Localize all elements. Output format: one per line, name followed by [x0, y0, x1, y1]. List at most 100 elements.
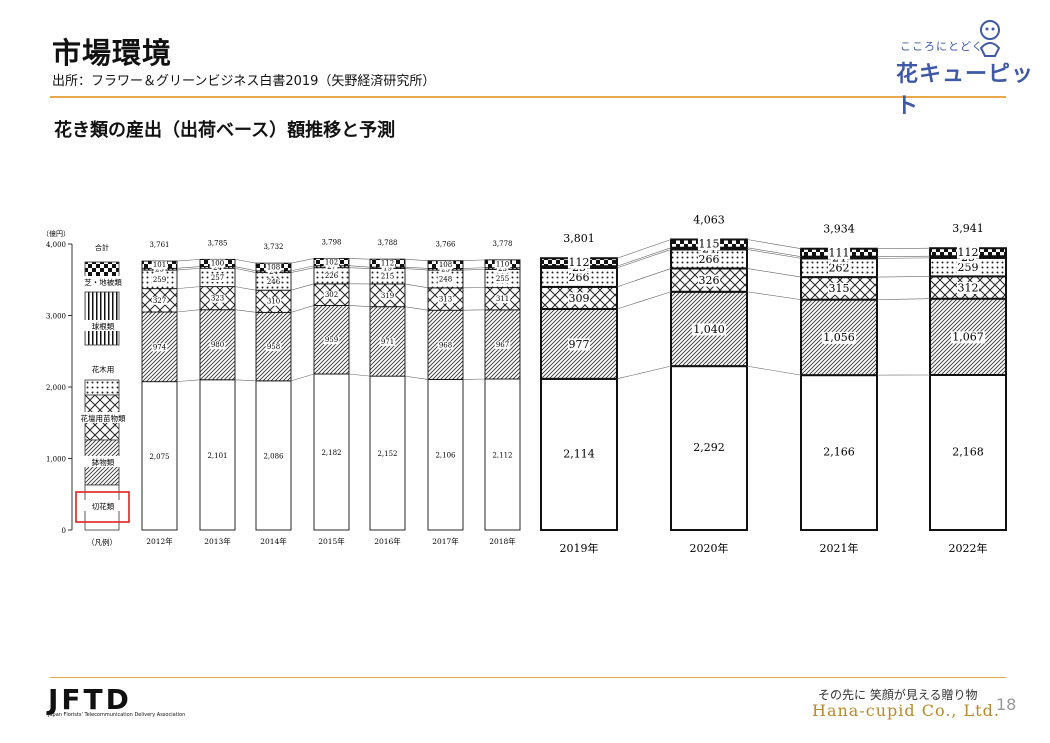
bar-value-label: 100 — [211, 259, 224, 267]
connector-line — [234, 379, 257, 382]
label-bg — [209, 273, 226, 282]
connector-line — [746, 249, 802, 259]
connector-line — [348, 373, 371, 377]
y-tick-label: 2,000 — [46, 384, 66, 392]
label-bg — [323, 272, 340, 281]
bar-value-label: 310 — [267, 298, 280, 306]
bar-total-label: 3,788 — [377, 239, 397, 247]
connector-line — [348, 258, 371, 260]
y-axis-unit: （億円） — [42, 229, 70, 238]
mascot-icon — [979, 20, 1001, 57]
label-bg — [265, 343, 282, 352]
bar-value-label: 958 — [267, 343, 280, 351]
bar-value-label: 959 — [325, 336, 338, 344]
label-bg — [956, 282, 980, 295]
label-bg — [956, 261, 980, 274]
y-tick-label: 1,000 — [46, 456, 66, 464]
label-bg — [494, 295, 511, 304]
connector-line — [176, 309, 201, 313]
connector-line — [176, 286, 201, 289]
bar-segment — [670, 365, 748, 532]
connector-line — [404, 283, 429, 289]
bar-value-label: 309 — [569, 292, 590, 305]
connector-line — [234, 267, 257, 273]
label-bg — [437, 275, 454, 284]
legend-label-bg — [83, 363, 123, 374]
x-category-label: 2020年 — [690, 541, 729, 555]
footer-rule — [50, 677, 1006, 678]
legend-swatch — [84, 261, 120, 279]
x-category-label: 2022年 — [949, 541, 988, 555]
legend-label: 球根類 — [92, 321, 115, 331]
brand-logo: 花キューピット — [896, 62, 1035, 119]
legend-label: 花壇用苗物類 — [81, 413, 126, 423]
bar-value-label: 115 — [699, 237, 720, 250]
legend-swatch — [84, 291, 120, 346]
label-bg — [494, 340, 511, 349]
bar-total-label: 3,785 — [207, 239, 227, 247]
y-tick-label: 4,000 — [46, 241, 66, 249]
connector-line — [746, 365, 802, 376]
connector-line — [234, 286, 257, 291]
x-category-label: 2012年 — [146, 536, 173, 546]
x-category-label: 2019年 — [560, 541, 599, 555]
label-bg — [827, 262, 851, 275]
label-bg — [379, 291, 396, 300]
label-bg — [567, 256, 591, 269]
x-category-label: 2015年 — [318, 536, 345, 546]
label-bg — [827, 282, 851, 295]
bar-value-label: 2,075 — [149, 453, 169, 461]
label-bg — [265, 297, 282, 306]
bar-value-label: 2,166 — [823, 446, 855, 459]
connector-line — [290, 373, 315, 382]
bar-total-label: 3,798 — [321, 238, 341, 246]
org-name: Japan Florists' Telecommunication Delive… — [48, 712, 186, 718]
bar-value-label: 226 — [325, 272, 339, 280]
bar-segment — [540, 377, 618, 531]
legend-highlight-box — [75, 491, 130, 523]
bar-total-label: 3,732 — [263, 243, 283, 251]
label-bg — [956, 246, 980, 259]
label-bg — [265, 277, 282, 286]
bar-total-label: 3,934 — [823, 223, 855, 236]
bar-value-label: 259 — [958, 261, 979, 274]
connector-line — [404, 268, 429, 271]
bar-value-label: 1,056 — [823, 331, 855, 344]
connector-line — [462, 267, 486, 269]
bar-total-label: 3,761 — [149, 241, 169, 249]
legend-swatch — [84, 379, 120, 396]
connector-line — [348, 265, 371, 268]
bar-value-label: 2,182 — [321, 449, 341, 457]
chart-subtitle: 花き類の産出（出荷ベース）額推移と予測 — [54, 120, 396, 141]
bar-segment — [313, 373, 350, 531]
label-bg — [153, 265, 166, 274]
connector-line — [176, 379, 201, 382]
connector-line — [348, 267, 371, 269]
label-bg — [691, 323, 727, 336]
connector-line — [290, 305, 315, 313]
connector-line — [176, 259, 201, 262]
connector-line — [462, 259, 486, 262]
label-bg — [151, 261, 168, 270]
label-bg — [211, 263, 224, 272]
bar-total-label: 3,778 — [492, 240, 512, 248]
legend-label: 切花類 — [92, 501, 115, 511]
label-bg — [325, 263, 338, 272]
bar-value-label: 971 — [381, 338, 394, 346]
bar-value-label: 968 — [439, 341, 452, 349]
bar-value-label: 980 — [211, 341, 224, 349]
bar-value-label: 2,101 — [207, 452, 227, 460]
legend-label-bg — [83, 500, 123, 511]
label-bg — [496, 265, 509, 274]
label-bg — [209, 341, 226, 350]
bar-segment — [255, 380, 292, 531]
bar-value-label: 19 — [383, 264, 392, 272]
label-bg — [697, 274, 721, 287]
label-bg — [437, 261, 454, 270]
label-bg — [379, 337, 396, 346]
label-bg — [567, 292, 591, 305]
page-number: 18 — [996, 695, 1017, 714]
connector-line — [234, 259, 257, 264]
bar-value-label: 974 — [153, 343, 167, 351]
label-bg — [267, 268, 280, 277]
